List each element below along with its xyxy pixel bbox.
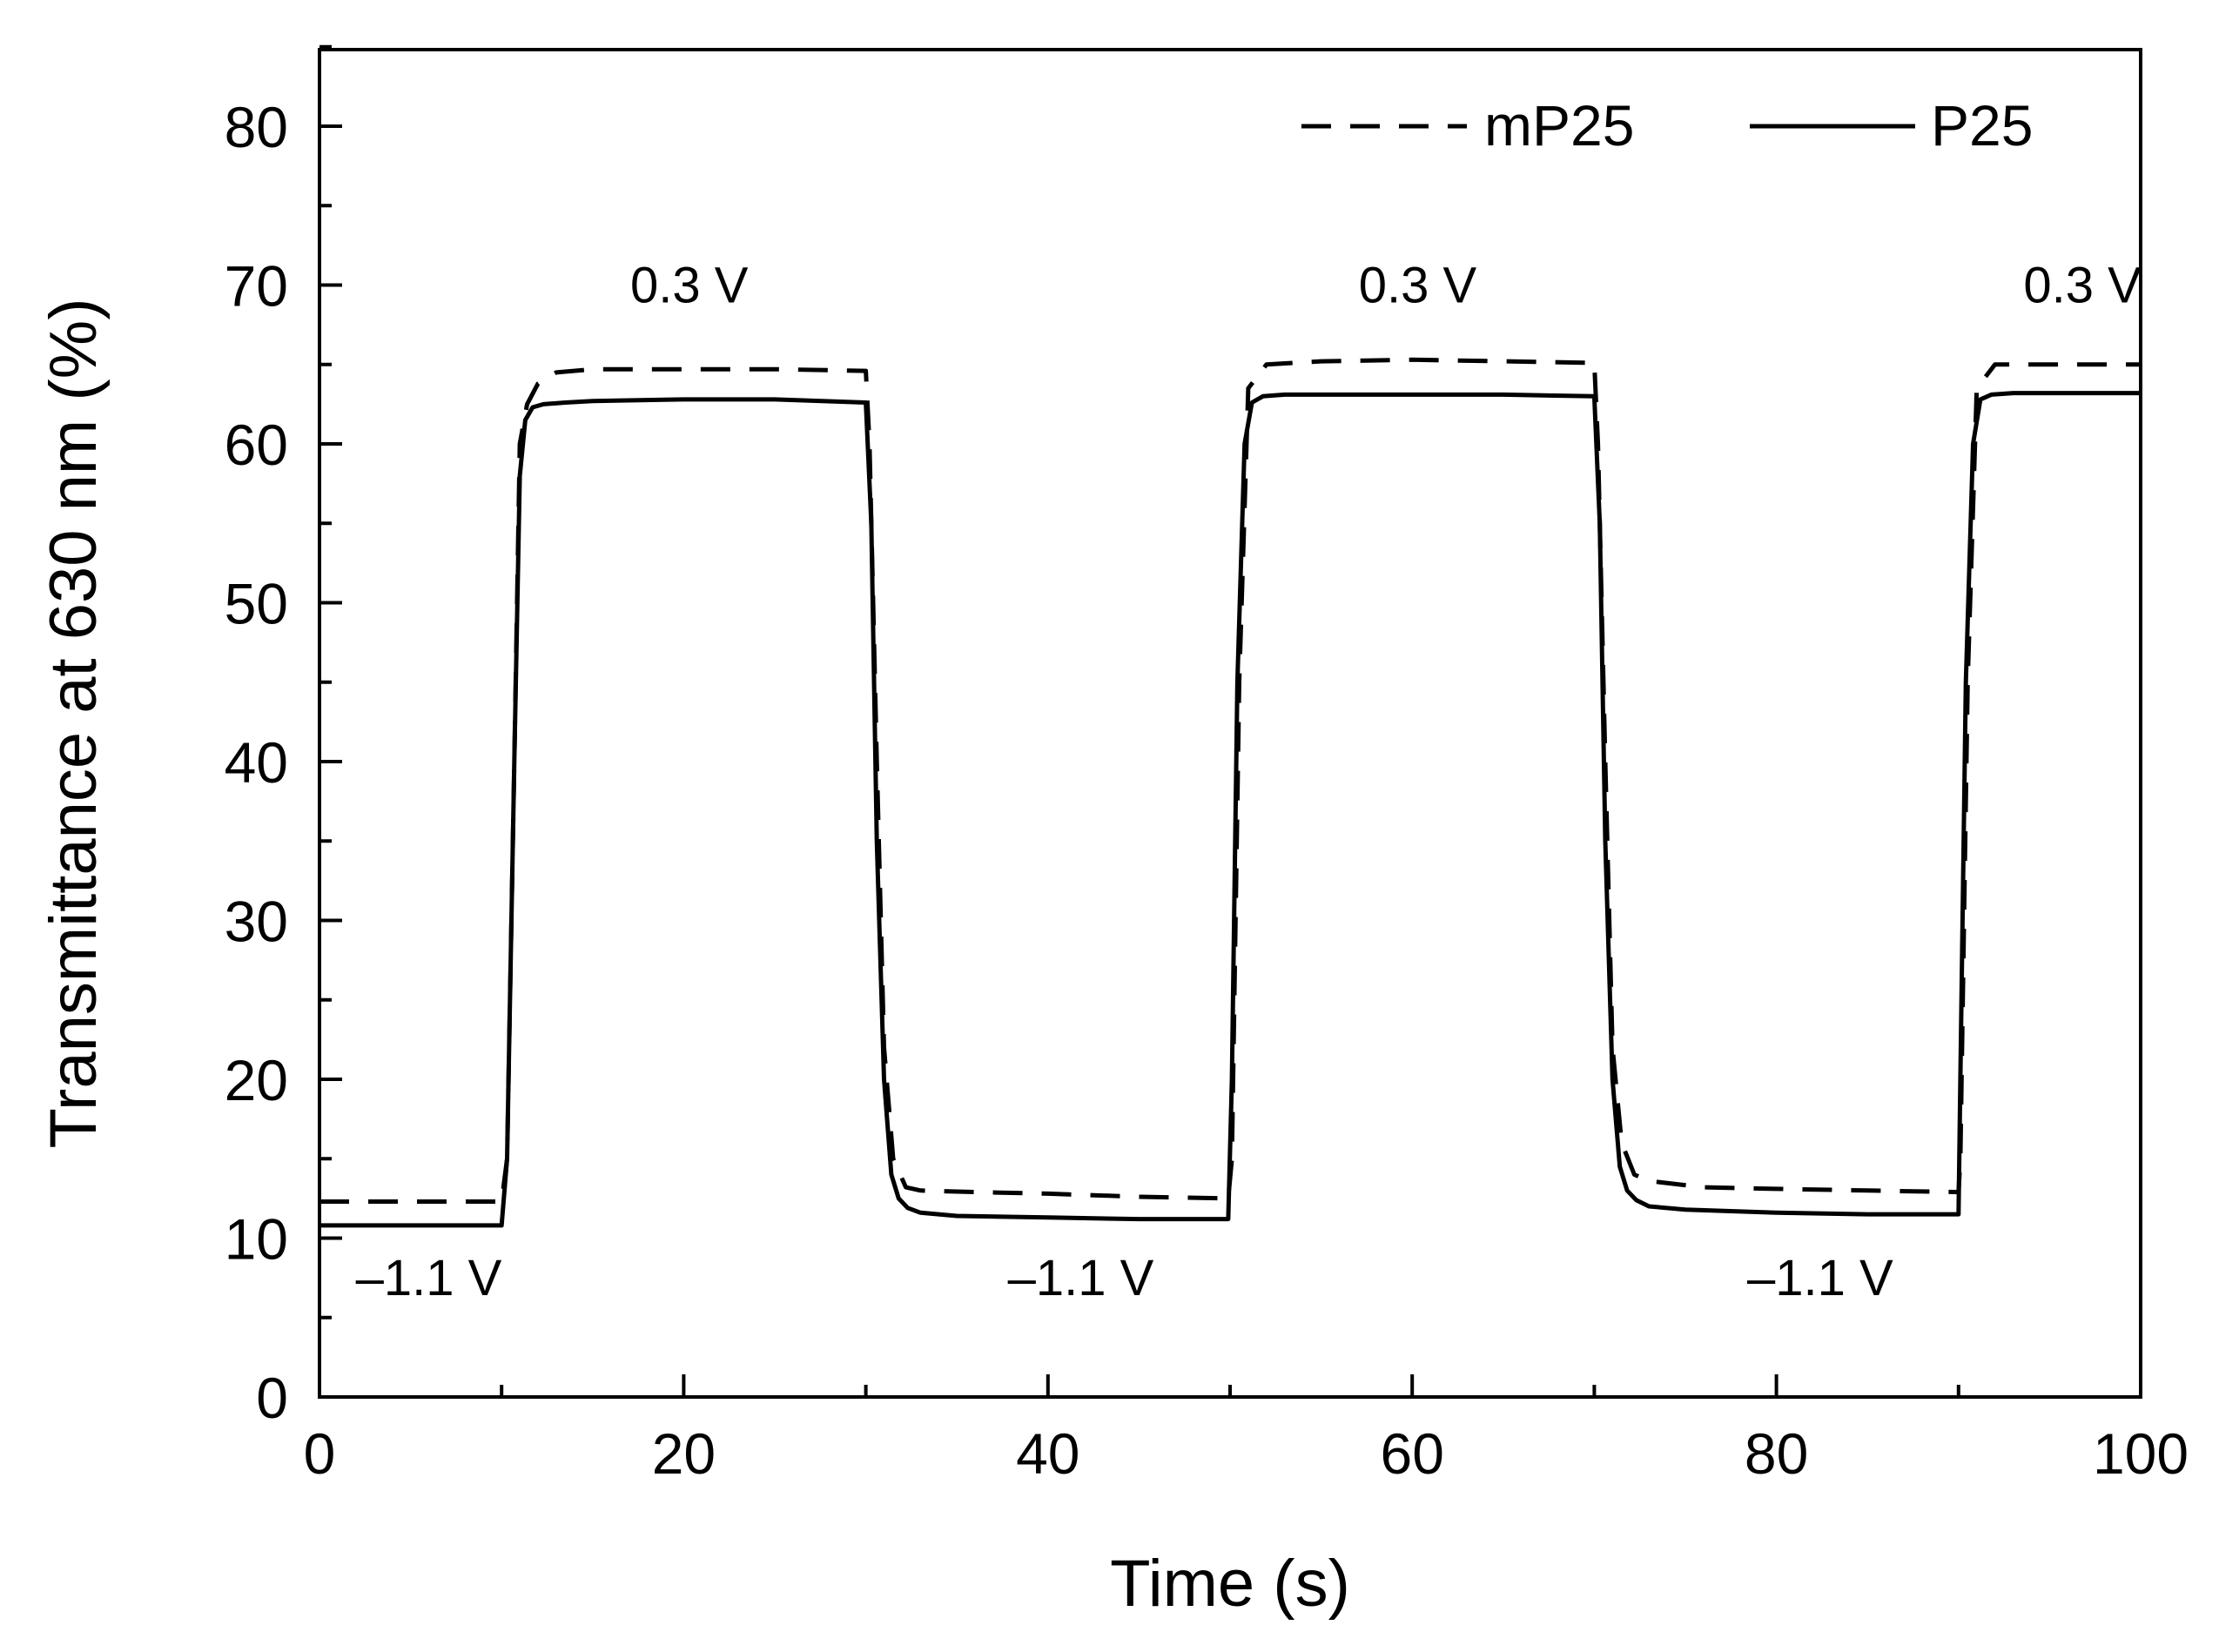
voltage-annotation: 0.3 V [630, 258, 749, 314]
y-tick-label: 60 [225, 413, 288, 477]
y-tick-label: 0 [256, 1366, 288, 1430]
voltage-annotation: 0.3 V [1359, 258, 1477, 314]
legend: mP25 P25 [1301, 93, 2033, 158]
y-tick-label: 50 [225, 572, 288, 636]
y-tick-label: 80 [225, 95, 288, 159]
y-tick-label: 40 [225, 730, 288, 795]
x-tick-label: 40 [1016, 1421, 1079, 1486]
y-axis-title: Transmittance at 630 nm (%) [37, 298, 111, 1148]
x-tick-label: 20 [652, 1421, 716, 1486]
voltage-annotation: 0.3 V [2023, 258, 2142, 314]
tick-layer: 0 20 40 60 80 100 0 10 20 30 40 50 60 70 80 [225, 44, 2189, 1486]
voltage-annotation: –1.1 V [1008, 1250, 1154, 1306]
annotation-layer: 0.3 V 0.3 V 0.3 V –1.1 V –1.1 V –1.1 V [356, 258, 2142, 1307]
voltage-annotation: –1.1 V [356, 1250, 502, 1306]
y-tick-label: 70 [225, 254, 288, 319]
y-tick-label: 30 [225, 890, 288, 954]
x-axis-title: Time (s) [1110, 1547, 1350, 1621]
voltage-annotation: –1.1 V [1747, 1250, 1893, 1306]
x-tick-label: 0 [304, 1421, 336, 1486]
series-line-p25 [319, 391, 2141, 1228]
x-tick-label: 80 [1745, 1421, 1808, 1486]
legend-label-mp25: mP25 [1484, 93, 1634, 158]
series-layer [319, 357, 2141, 1228]
y-tick-label: 10 [225, 1207, 288, 1272]
x-tick-label: 100 [2093, 1421, 2189, 1486]
y-tick-label: 20 [225, 1048, 288, 1112]
x-tick-label: 60 [1380, 1421, 1443, 1486]
legend-label-p25: P25 [1931, 93, 2033, 158]
